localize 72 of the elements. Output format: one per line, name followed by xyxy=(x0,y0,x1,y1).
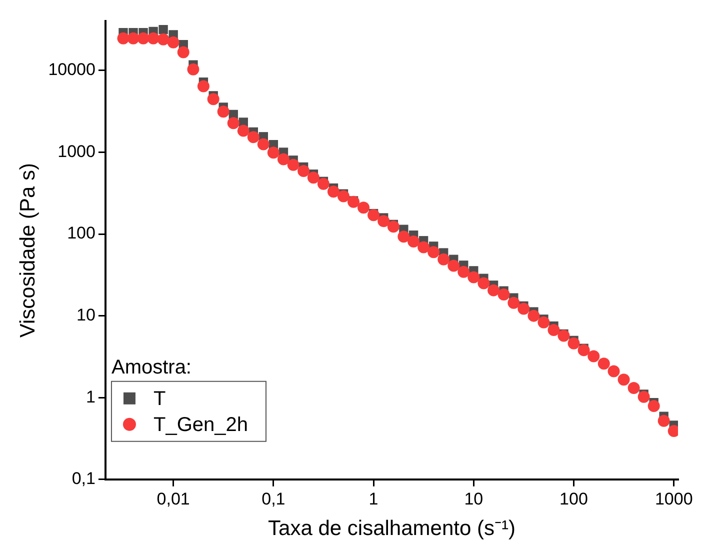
point xyxy=(428,246,440,258)
legend-label: T xyxy=(153,388,166,410)
point xyxy=(528,310,540,322)
y-tick-label: 10000 xyxy=(48,60,96,80)
point xyxy=(518,302,530,315)
point xyxy=(598,358,610,370)
point xyxy=(317,178,330,190)
point xyxy=(588,350,600,362)
x-tick-label: 100 xyxy=(560,489,588,508)
point xyxy=(468,271,480,284)
point xyxy=(488,284,500,296)
point xyxy=(307,172,320,184)
point xyxy=(137,32,150,44)
point xyxy=(548,324,560,336)
point xyxy=(158,24,168,34)
point xyxy=(227,117,240,130)
y-tick-label: 1 xyxy=(86,387,96,406)
point xyxy=(167,36,180,48)
point xyxy=(277,153,290,166)
point xyxy=(387,220,400,233)
point xyxy=(408,236,420,248)
point xyxy=(287,158,300,171)
point xyxy=(608,365,620,378)
y-tick-label: 1000 xyxy=(58,142,96,161)
point xyxy=(558,330,570,342)
point xyxy=(398,230,410,243)
point xyxy=(298,164,310,177)
legend-title: Amostra: xyxy=(111,356,192,378)
point xyxy=(267,146,280,159)
point xyxy=(257,138,270,150)
point xyxy=(147,32,160,44)
point xyxy=(378,215,390,228)
point xyxy=(628,382,640,394)
y-axis-title: Viscosidade (Pa s) xyxy=(16,162,40,338)
point xyxy=(658,414,670,427)
point xyxy=(217,106,230,118)
point xyxy=(187,63,200,76)
x-tick-label: 1 xyxy=(368,489,378,508)
point xyxy=(207,93,220,106)
point xyxy=(358,202,370,214)
point xyxy=(247,131,260,144)
point xyxy=(478,277,490,290)
point xyxy=(197,80,210,92)
point xyxy=(508,296,520,309)
point xyxy=(117,32,130,44)
point xyxy=(498,288,510,301)
point xyxy=(538,316,550,328)
x-axis-title: Taxa de cisalhamento (s⁻¹) xyxy=(268,517,516,540)
y-tick-label: 100 xyxy=(67,224,96,243)
point xyxy=(237,124,250,137)
point xyxy=(348,196,360,208)
point xyxy=(438,253,450,266)
point xyxy=(368,209,380,222)
x-tick-label: 1000 xyxy=(654,489,693,508)
x-tick-label: 10 xyxy=(464,489,484,508)
point xyxy=(568,337,580,350)
y-tick-label: 10 xyxy=(76,306,96,325)
y-tick-label: 0,1 xyxy=(72,469,96,488)
point xyxy=(448,260,460,272)
x-tick-label: 0,1 xyxy=(262,489,286,508)
point xyxy=(648,400,660,412)
point xyxy=(127,32,140,44)
point xyxy=(638,390,650,403)
point xyxy=(618,374,630,386)
point xyxy=(157,33,170,46)
point xyxy=(177,46,190,58)
x-tick-label: 0,01 xyxy=(156,489,190,508)
point xyxy=(327,186,340,198)
point xyxy=(458,266,470,278)
point xyxy=(418,241,430,254)
legend-label: T_Gen_2h xyxy=(153,414,248,436)
point xyxy=(337,190,350,202)
